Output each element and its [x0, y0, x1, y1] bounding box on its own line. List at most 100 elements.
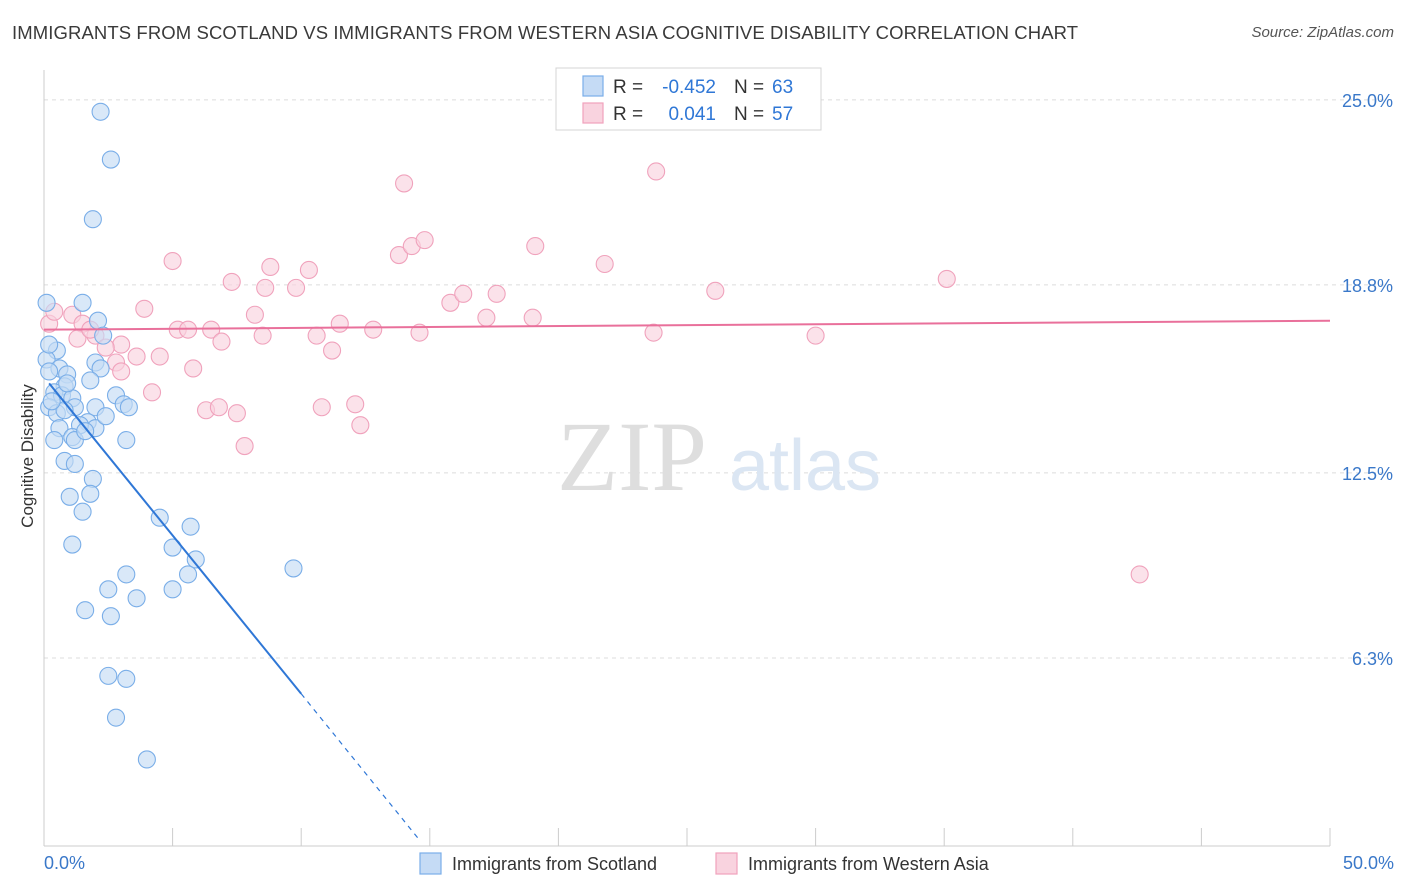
point-western-asia-15 — [487, 284, 506, 303]
point-scotland-37 — [83, 469, 102, 488]
point-western-asia-44 — [112, 362, 131, 381]
point-scotland-51 — [127, 589, 146, 608]
point-scotland-0 — [91, 102, 110, 121]
point-scotland-6 — [94, 326, 113, 345]
legend-n-label-pink: N = — [734, 104, 764, 125]
point-scotland-14 — [81, 371, 100, 390]
point-scotland-11 — [91, 359, 110, 378]
point-western-asia-31 — [644, 323, 663, 342]
legend-label-scotland: Immigrants from Scotland — [452, 854, 657, 874]
point-scotland-57 — [137, 750, 156, 769]
point-western-asia-9 — [526, 237, 545, 256]
gridlines — [44, 99, 1394, 659]
point-western-asia-6 — [389, 245, 408, 265]
y-tick-label-2: 12.5% — [1342, 464, 1393, 484]
watermark-zip: ZIP — [557, 401, 707, 512]
point-western-asia-0 — [395, 174, 414, 193]
legend-r-label-pink: R = — [613, 104, 643, 125]
point-western-asia-10 — [595, 254, 614, 274]
point-western-asia-52 — [235, 437, 254, 456]
point-western-asia-25 — [202, 320, 221, 339]
legend-box-swatch-pink — [582, 102, 604, 124]
point-western-asia-39 — [323, 341, 342, 360]
trend-line-scotland-extension — [300, 693, 420, 841]
legend-swatch-scotland — [419, 852, 442, 875]
y-tick-label-0: 25.0% — [1342, 91, 1393, 111]
point-western-asia-53 — [1130, 565, 1149, 584]
legend-swatch-western-asia — [715, 852, 738, 875]
legend-r-value-pink: 0.041 — [668, 104, 716, 125]
point-western-asia-43 — [184, 359, 203, 378]
point-scotland-59 — [58, 374, 77, 393]
point-western-asia-5 — [299, 260, 318, 280]
point-scotland-60 — [42, 392, 61, 411]
point-scotland-61 — [76, 422, 95, 441]
point-scotland-40 — [73, 502, 92, 521]
y-tick-label-1: 18.8% — [1342, 276, 1393, 296]
point-western-asia-46 — [346, 395, 365, 414]
legend-n-label-blue: N = — [734, 77, 764, 98]
point-scotland-47 — [117, 565, 136, 584]
point-scotland-53 — [101, 607, 120, 626]
watermark: ZIP atlas — [557, 401, 881, 512]
trend-line-western-asia — [43, 319, 1331, 331]
point-scotland-32 — [45, 431, 64, 450]
point-scotland-48 — [178, 565, 198, 584]
point-scotland-38 — [60, 487, 79, 506]
point-scotland-24 — [119, 398, 138, 417]
point-western-asia-1 — [647, 162, 666, 181]
point-western-asia-51 — [351, 416, 370, 435]
point-western-asia-11 — [256, 278, 275, 297]
point-scotland-56 — [106, 708, 126, 727]
x-tick-label-max: 50.0% — [1343, 853, 1394, 873]
chart-title: IMMIGRANTS FROM SCOTLAND VS IMMIGRANTS F… — [12, 22, 1079, 43]
legend-item-western-asia[interactable]: Immigrants from Western Asia — [715, 852, 990, 875]
correlation-legend: R = -0.452 N = 63 R = 0.041 N = 57 — [555, 67, 822, 131]
point-western-asia-16 — [706, 281, 725, 300]
y-tick-label-3: 6.3% — [1352, 649, 1393, 669]
legend-item-scotland[interactable]: Immigrants from Scotland — [419, 852, 657, 875]
point-western-asia-37 — [307, 326, 326, 345]
point-western-asia-50 — [312, 398, 331, 417]
x-tick-label-min: 0.0% — [44, 853, 85, 873]
point-western-asia-40 — [127, 347, 146, 366]
point-scotland-49 — [99, 580, 118, 599]
point-western-asia-3 — [222, 272, 241, 291]
point-scotland-34 — [117, 431, 136, 450]
point-scotland-46 — [284, 559, 303, 578]
point-western-asia-38 — [112, 335, 131, 354]
point-scotland-55 — [117, 669, 136, 688]
point-western-asia-26 — [330, 314, 349, 333]
y-tick-labels: 25.0% 18.8% 12.5% 6.3% — [1342, 91, 1393, 669]
point-western-asia-49 — [227, 404, 246, 423]
point-western-asia-19 — [135, 299, 154, 318]
point-scotland-58 — [40, 335, 59, 354]
point-western-asia-12 — [287, 278, 306, 297]
point-western-asia-13 — [441, 293, 460, 312]
point-scotland-3 — [37, 293, 56, 312]
point-scotland-39 — [81, 484, 100, 503]
legend-n-value-blue: 63 — [772, 77, 793, 98]
legend-label-western-asia: Immigrants from Western Asia — [748, 854, 990, 874]
point-scotland-42 — [181, 517, 200, 536]
point-western-asia-30 — [523, 308, 542, 327]
watermark-atlas: atlas — [729, 426, 881, 506]
point-scotland-44 — [163, 538, 182, 557]
point-western-asia-45 — [142, 383, 162, 402]
axes — [43, 70, 1331, 847]
point-scotland-50 — [163, 580, 182, 599]
point-western-asia-14 — [454, 284, 473, 303]
point-scotland-52 — [76, 601, 95, 620]
point-western-asia-32 — [806, 326, 825, 345]
point-scotland-43 — [63, 535, 82, 554]
point-scotland-2 — [83, 210, 102, 229]
point-western-asia-36 — [253, 326, 272, 345]
point-western-asia-48 — [209, 398, 228, 417]
chart-source: Source: ZipAtlas.com — [1251, 24, 1394, 41]
point-western-asia-2 — [163, 251, 182, 271]
point-scotland-62 — [96, 407, 115, 426]
legend-r-label-blue: R = — [613, 77, 643, 98]
legend-r-value-blue: -0.452 — [662, 77, 716, 98]
point-scotland-1 — [101, 150, 120, 169]
point-western-asia-20 — [245, 305, 264, 324]
